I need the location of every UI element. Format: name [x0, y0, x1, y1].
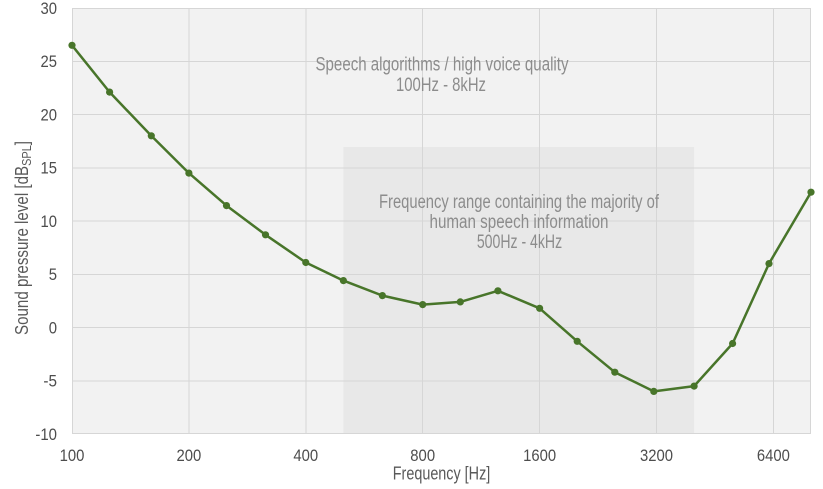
svg-text:30: 30: [41, 0, 58, 18]
svg-text:10: 10: [41, 212, 58, 231]
svg-text:-10: -10: [35, 425, 57, 444]
svg-text:25: 25: [41, 52, 58, 71]
svg-text:human speech information: human speech information: [430, 212, 609, 233]
svg-text:Sound pressure level [dBSPL]: Sound pressure level [dBSPL]: [12, 141, 34, 335]
svg-text:800: 800: [410, 446, 435, 465]
svg-text:15: 15: [41, 159, 58, 178]
svg-text:-5: -5: [43, 372, 57, 391]
svg-text:500Hz - 4kHz: 500Hz - 4kHz: [477, 232, 562, 253]
svg-text:Speech algorithms / high voice: Speech algorithms / high voice quality: [316, 55, 569, 76]
svg-text:20: 20: [41, 105, 58, 124]
svg-text:100: 100: [60, 446, 85, 465]
svg-text:3200: 3200: [640, 446, 673, 465]
svg-text:100Hz - 8kHz: 100Hz - 8kHz: [396, 75, 486, 96]
svg-text:200: 200: [177, 446, 202, 465]
svg-text:0: 0: [49, 318, 57, 337]
svg-text:Frequency range containing the: Frequency range containing the majority …: [379, 192, 660, 213]
svg-text:Frequency [Hz]: Frequency [Hz]: [393, 464, 491, 484]
svg-text:400: 400: [293, 446, 318, 465]
svg-text:6400: 6400: [757, 446, 790, 465]
svg-text:5: 5: [49, 265, 57, 284]
svg-text:1600: 1600: [523, 446, 556, 465]
